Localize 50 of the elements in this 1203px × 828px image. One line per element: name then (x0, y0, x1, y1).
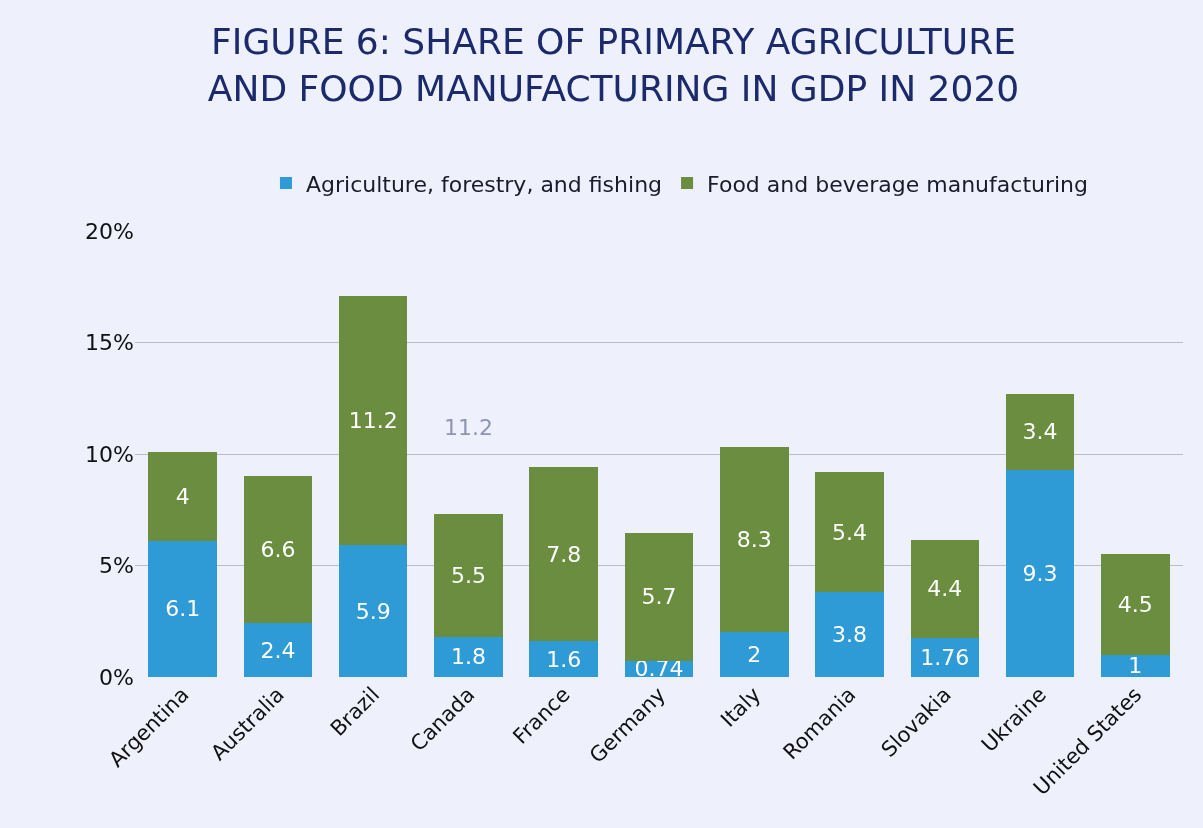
bar (243, 623, 313, 677)
data-label: 5.5 (450, 563, 486, 589)
bar (529, 467, 599, 642)
y-tick-label: 15% (85, 330, 134, 356)
bar (148, 540, 217, 677)
data-label: 6.6 (260, 537, 296, 563)
data-label: 5.9 (355, 598, 391, 624)
data-label: 9.3 (1022, 560, 1058, 586)
data-label: 3.4 (1022, 419, 1058, 445)
annotation: 11.2 (444, 415, 493, 440)
bar (434, 636, 503, 677)
data-label: 4.5 (1117, 592, 1153, 618)
legend-label: Food and beverage manufacturing (707, 171, 1089, 197)
bar (815, 592, 884, 677)
data-label: 8.3 (736, 527, 772, 553)
bar (719, 447, 789, 633)
bar (815, 471, 884, 593)
data-label: 4 (175, 483, 190, 509)
bar (148, 451, 217, 541)
data-label: 6.1 (165, 596, 201, 622)
bar (719, 632, 789, 677)
data-label: 1.8 (450, 644, 486, 670)
data-label: 1 (1128, 653, 1143, 679)
chart-title: FIGURE 6: SHARE OF PRIMARY AGRICULTURE AND FOOD MANUFACTURING IN GDP IN 2020 (207, 20, 1020, 109)
bar (910, 539, 980, 638)
bar (243, 476, 313, 624)
y-tick-label: 10% (85, 441, 134, 467)
data-label: 1.76 (920, 644, 970, 670)
data-label: 11.2 (348, 408, 398, 434)
bar (338, 545, 408, 677)
bar (529, 641, 599, 677)
data-label: 2 (747, 642, 762, 668)
data-label: 7.8 (546, 541, 582, 567)
bar (1005, 393, 1075, 470)
y-tick-label: 20% (85, 218, 134, 244)
y-tick-label: 5% (99, 553, 134, 579)
bar (434, 514, 503, 637)
legend-label: Agriculture, forestry, and fishing (305, 171, 663, 197)
data-label: 5.7 (641, 584, 677, 610)
y-tick-label: 0% (99, 664, 134, 690)
data-label: 5.4 (832, 519, 868, 545)
bar (624, 533, 694, 661)
data-label: 2.4 (260, 637, 296, 663)
data-label: 4.4 (927, 576, 963, 602)
bar (1101, 554, 1170, 655)
data-label: 1.6 (546, 646, 582, 672)
data-label: 3.8 (832, 622, 868, 648)
bar (338, 295, 408, 546)
bar (1005, 469, 1075, 677)
bar (1101, 654, 1170, 677)
